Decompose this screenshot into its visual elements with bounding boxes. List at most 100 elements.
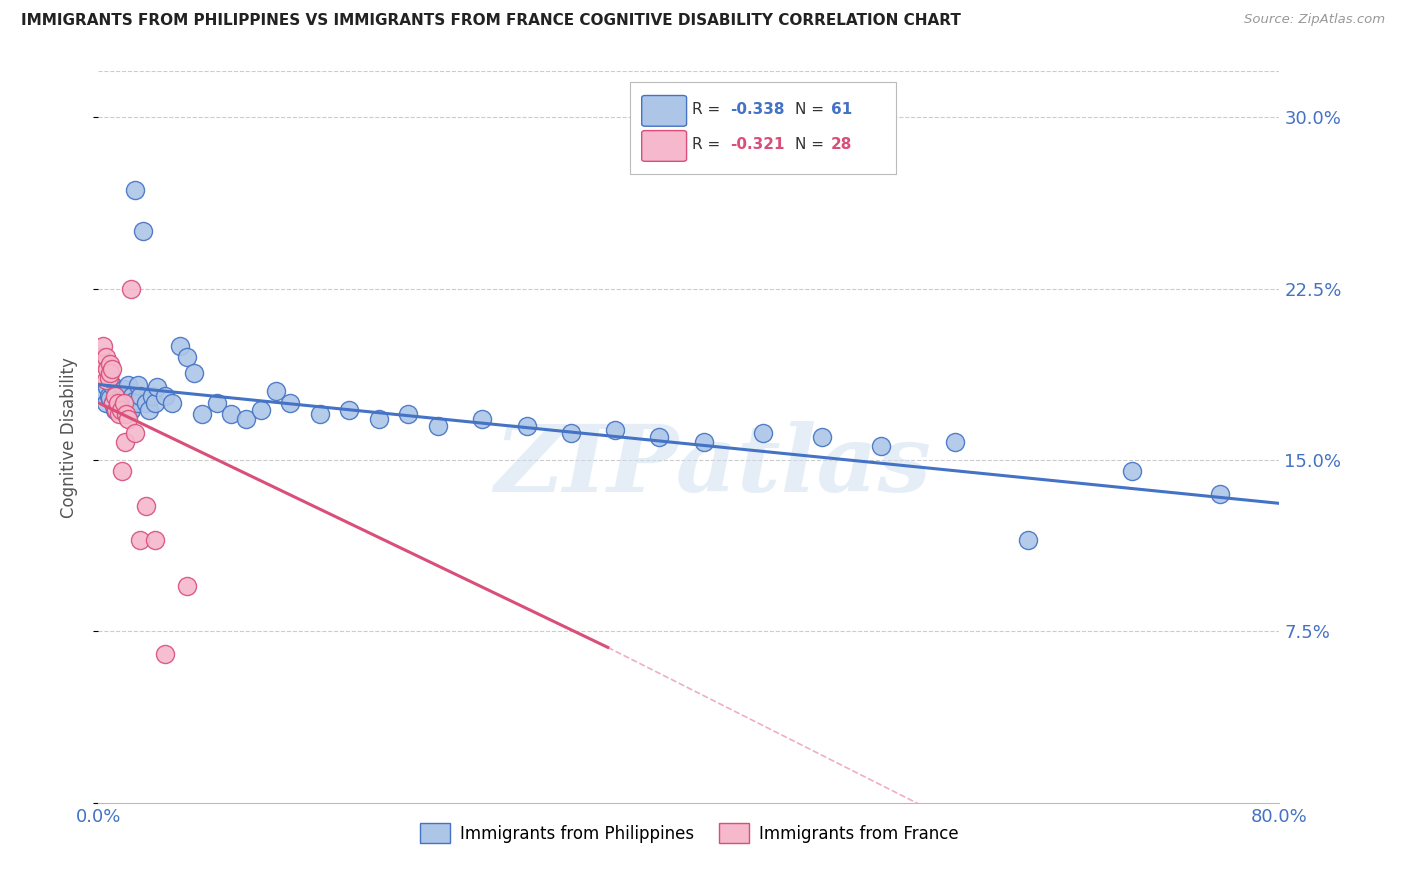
Point (870, 439, 893, 453)
Point (121, 389, 143, 403)
Point (98, 357, 121, 371)
Point (117, 377, 139, 392)
Point (191, 407, 214, 421)
Point (128, 389, 150, 403)
Point (135, 499, 157, 513)
Point (125, 396, 148, 410)
Point (114, 391, 136, 405)
Point (112, 396, 135, 410)
Point (107, 396, 129, 410)
Point (108, 407, 131, 421)
Point (398, 407, 420, 421)
Point (250, 402, 273, 417)
Point (90, 350, 112, 364)
Point (97, 389, 120, 403)
Point (98, 391, 121, 405)
Point (91, 338, 114, 352)
Point (93, 357, 115, 371)
Point (94, 350, 117, 364)
Point (110, 402, 132, 417)
Point (124, 425, 146, 440)
Point (153, 647, 176, 661)
Text: N =: N = (796, 102, 830, 117)
Point (221, 407, 243, 421)
Text: -0.321: -0.321 (730, 137, 785, 152)
Point (105, 402, 128, 417)
Text: R =: R = (693, 102, 725, 117)
Point (100, 377, 122, 392)
Point (132, 224, 155, 238)
Point (516, 418, 538, 433)
Point (118, 405, 141, 419)
Point (94, 373, 117, 387)
Point (605, 423, 627, 437)
Point (97, 370, 120, 384)
Text: ZIPatlas: ZIPatlas (494, 421, 931, 511)
Point (339, 402, 361, 417)
Point (114, 434, 136, 449)
Point (105, 386, 128, 401)
Y-axis label: Cognitive Disability: Cognitive Disability (59, 357, 77, 517)
Text: R =: R = (693, 137, 725, 152)
Point (112, 382, 135, 396)
Point (120, 281, 142, 295)
Point (103, 396, 125, 410)
Point (141, 389, 163, 403)
Point (205, 396, 228, 410)
Point (146, 380, 169, 394)
Text: -0.338: -0.338 (730, 102, 785, 117)
Text: IMMIGRANTS FROM PHILIPPINES VS IMMIGRANTS FROM FRANCE COGNITIVE DISABILITY CORRE: IMMIGRANTS FROM PHILIPPINES VS IMMIGRANT… (21, 13, 960, 29)
Point (1018, 533, 1040, 547)
Point (124, 183, 146, 197)
Point (117, 412, 139, 426)
Point (309, 407, 332, 421)
Point (96, 361, 118, 376)
Point (108, 401, 131, 415)
Text: 61: 61 (831, 102, 852, 117)
Point (96, 380, 118, 394)
Point (138, 402, 160, 417)
Point (162, 396, 183, 410)
Point (135, 396, 157, 410)
Point (752, 425, 775, 440)
Point (122, 393, 145, 408)
Point (1209, 487, 1232, 501)
Text: Source: ZipAtlas.com: Source: ZipAtlas.com (1244, 13, 1385, 27)
Point (235, 412, 257, 426)
Point (471, 412, 494, 426)
Point (104, 389, 127, 403)
Point (91, 384, 114, 399)
Point (111, 398, 134, 412)
Point (943, 434, 966, 449)
Text: N =: N = (796, 137, 830, 152)
Point (115, 396, 138, 410)
Legend: Immigrants from Philippines, Immigrants from France: Immigrants from Philippines, Immigrants … (413, 817, 965, 849)
Point (1121, 464, 1143, 478)
FancyBboxPatch shape (630, 82, 896, 174)
Point (810, 430, 832, 444)
Point (176, 350, 198, 364)
Point (280, 396, 302, 410)
Point (104, 402, 127, 417)
Point (128, 533, 150, 547)
FancyBboxPatch shape (641, 95, 686, 127)
Point (143, 396, 166, 410)
Point (176, 579, 198, 593)
Point (100, 361, 122, 376)
Point (111, 464, 134, 478)
Point (693, 434, 716, 449)
Point (264, 384, 287, 399)
Point (427, 418, 450, 433)
Point (143, 533, 166, 547)
Point (94, 396, 117, 410)
Point (115, 407, 138, 421)
Text: 28: 28 (831, 137, 852, 152)
Point (183, 366, 205, 380)
Point (169, 338, 191, 352)
Point (103, 396, 125, 410)
Point (120, 402, 142, 417)
Point (153, 389, 176, 403)
Point (648, 430, 671, 444)
Point (98, 366, 121, 380)
Point (110, 389, 132, 403)
